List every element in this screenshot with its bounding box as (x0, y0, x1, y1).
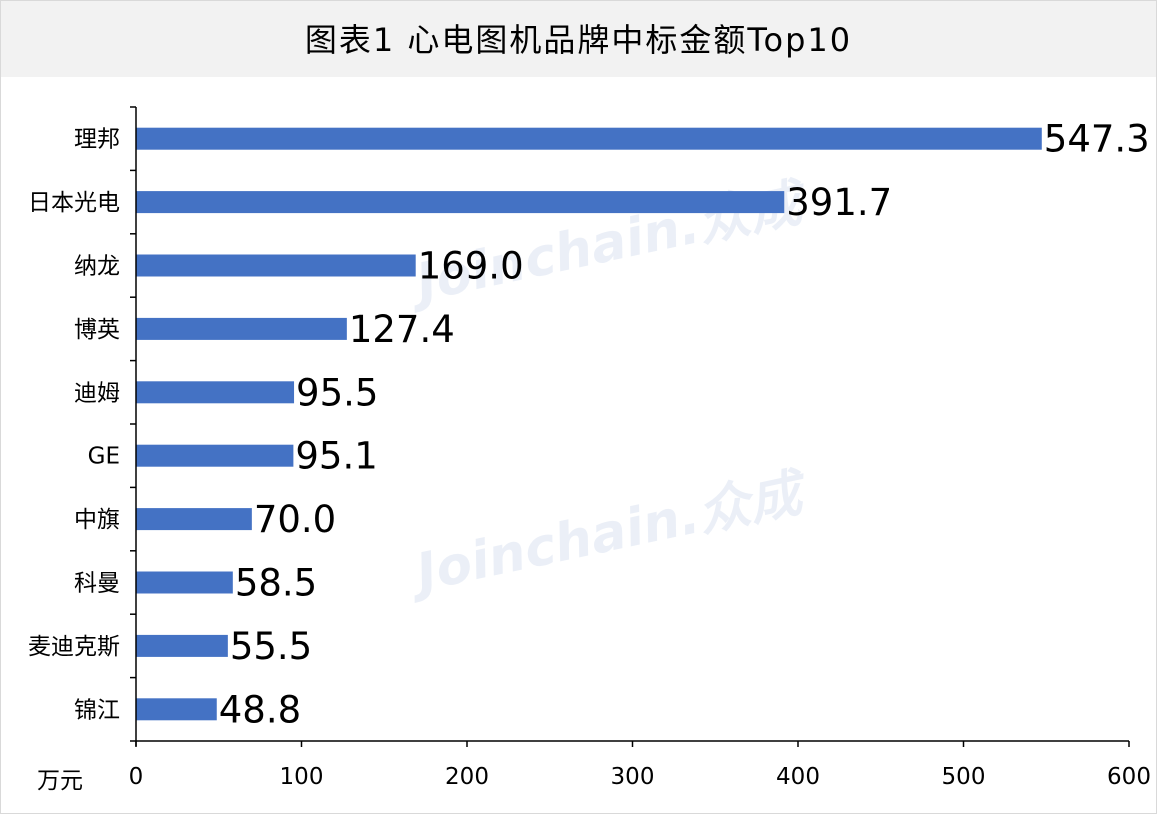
category-label: 科曼 (74, 571, 120, 597)
x-tick-label: 500 (942, 764, 986, 790)
data-label: 547.3 (1044, 118, 1150, 161)
bar (136, 254, 416, 277)
category-label: 纳龙 (74, 254, 120, 280)
x-tick-label: 400 (776, 764, 820, 790)
data-label: 58.5 (235, 562, 317, 605)
data-label: 391.7 (786, 181, 892, 224)
x-tick-label: 0 (129, 764, 144, 790)
category-label: 博英 (74, 317, 120, 343)
x-tick-label: 300 (611, 764, 655, 790)
category-label: 日本光电 (28, 190, 120, 216)
x-tick-label: 200 (445, 764, 489, 790)
category-label: 迪姆 (74, 380, 120, 406)
data-label: 70.0 (254, 498, 336, 541)
data-label: 95.1 (295, 435, 377, 478)
bar (136, 634, 228, 657)
data-label: 95.5 (296, 371, 378, 414)
bar (136, 698, 217, 721)
data-label: 55.5 (230, 625, 312, 668)
bar (136, 127, 1042, 150)
data-label: 127.4 (349, 308, 455, 351)
bars-group: 547.3 391.7 169.0 127.4 95.5 95.1 70.0 58.5 55.5… (136, 118, 1150, 731)
category-label: 中旗 (74, 507, 120, 533)
watermark-text: Joinchain.众成 (402, 462, 814, 606)
bar (136, 317, 347, 340)
x-axis-unit-label: 万元 (37, 768, 83, 794)
bar (136, 571, 233, 594)
x-tick-label: 100 (280, 764, 324, 790)
category-label: 麦迪克斯 (28, 634, 120, 660)
category-label: GE (88, 444, 120, 470)
data-label: 169.0 (418, 245, 524, 288)
x-tick-label: 600 (1107, 764, 1151, 790)
data-label: 48.8 (219, 688, 301, 731)
category-label: 理邦 (74, 127, 120, 153)
bar (136, 444, 294, 467)
title-band (1, 1, 1156, 77)
category-label: 锦江 (74, 697, 120, 723)
chart-title: 图表1 心电图机品牌中标金额Top10 (304, 21, 853, 59)
bar (136, 381, 295, 404)
bar (136, 508, 252, 531)
bar (136, 191, 785, 214)
